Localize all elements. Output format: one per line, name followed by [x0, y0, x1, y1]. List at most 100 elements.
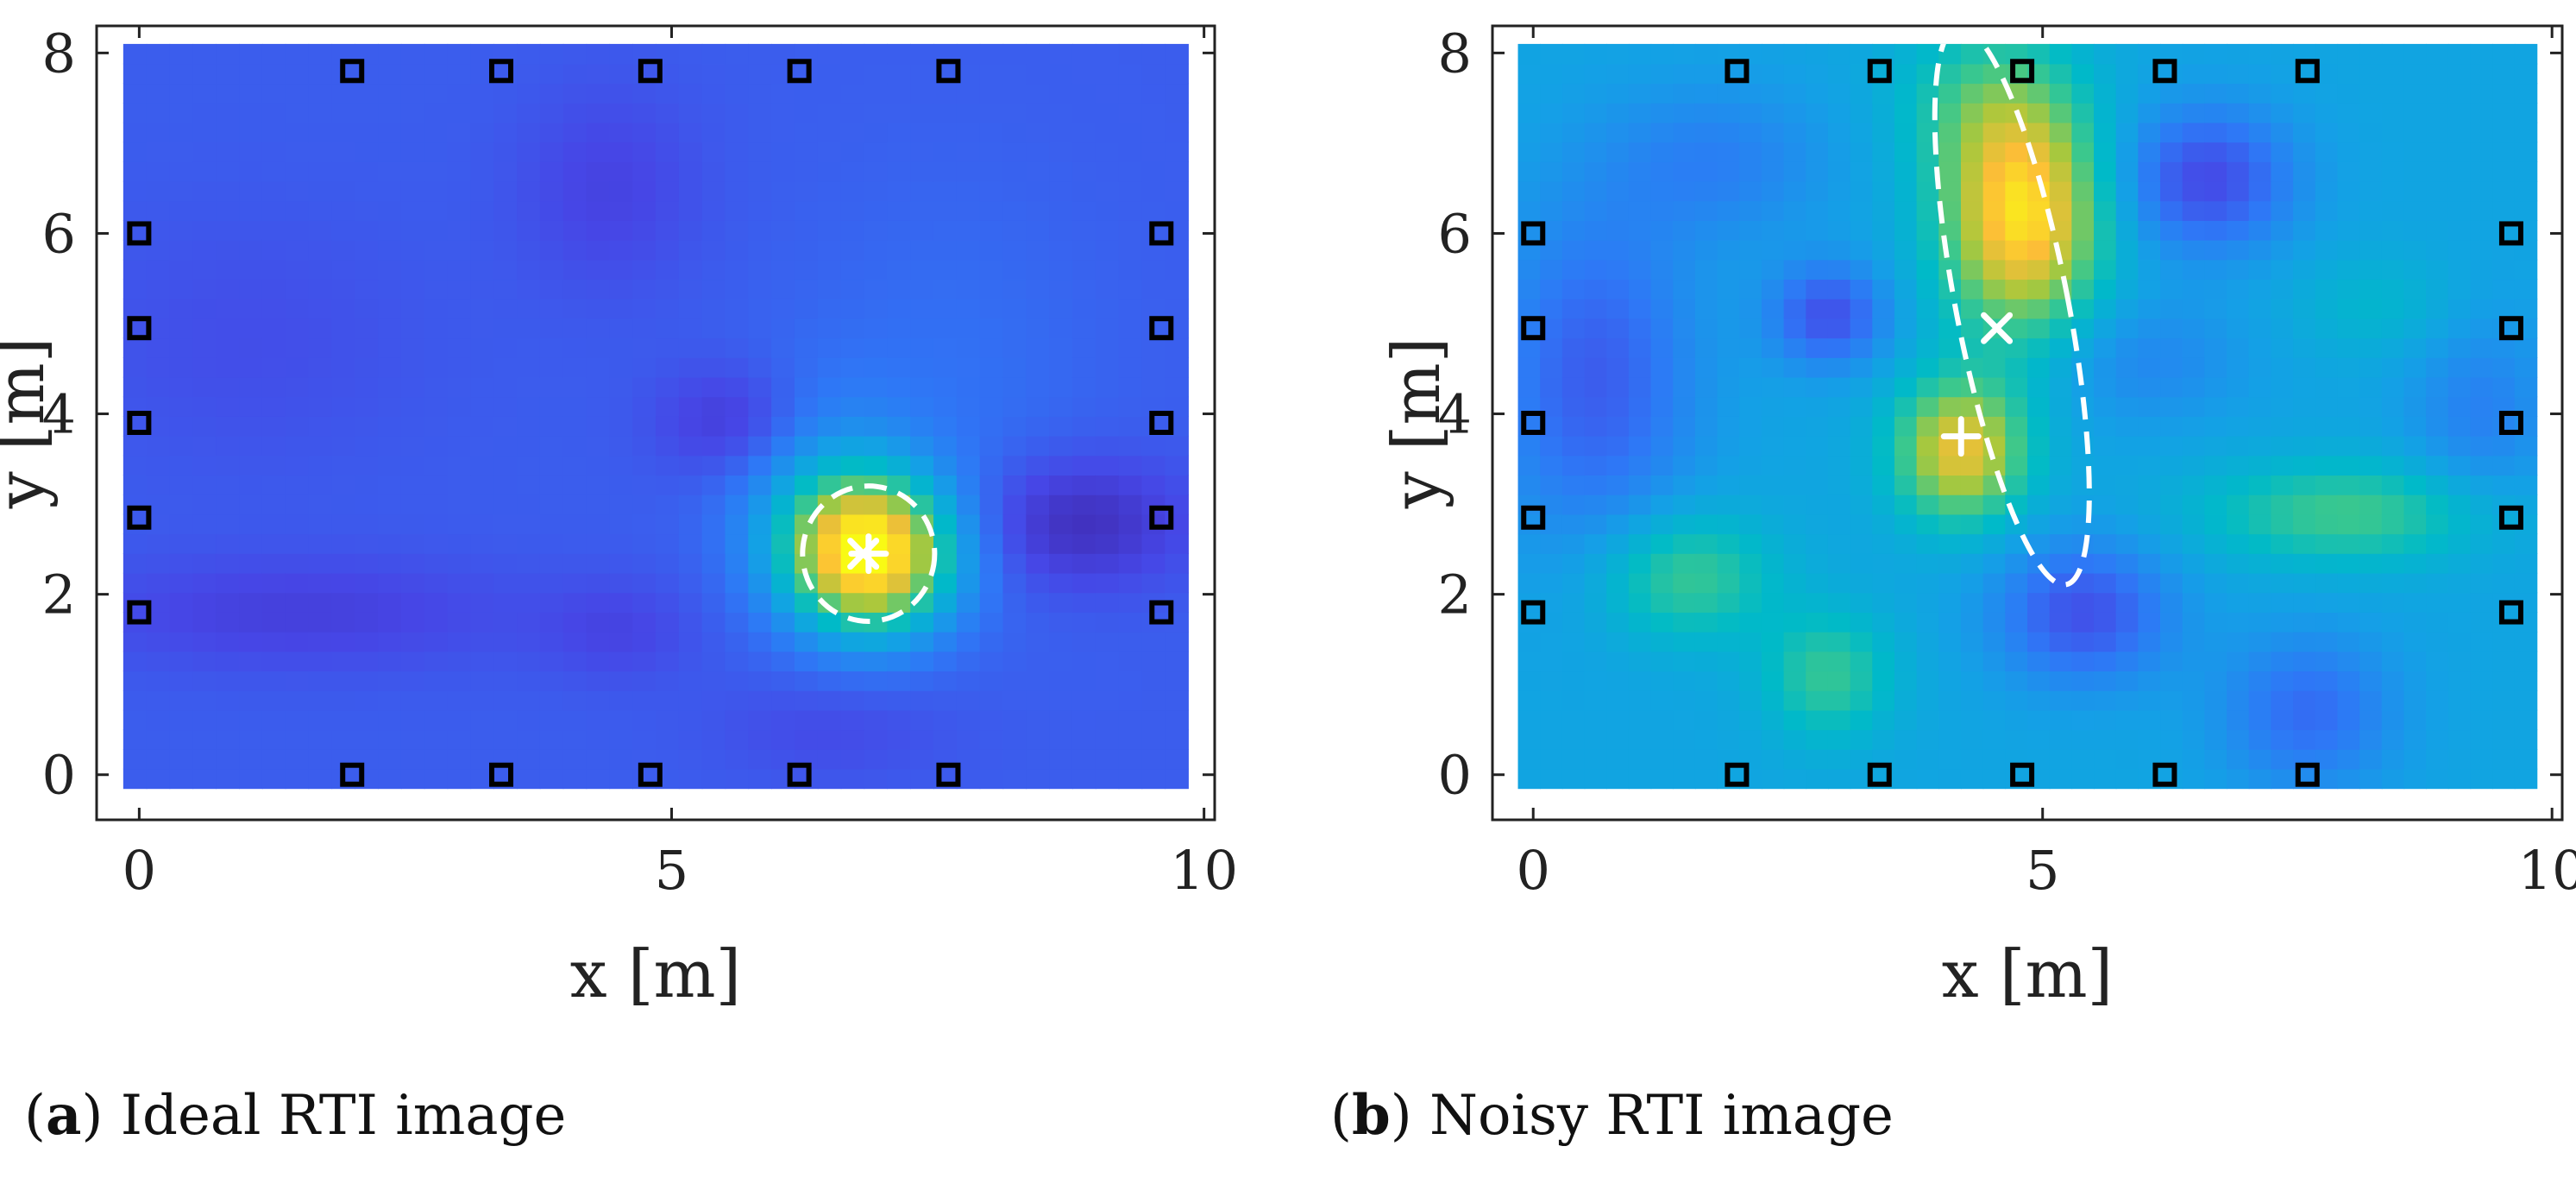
- heatmap-cell: [146, 220, 171, 241]
- heatmap-cell: [1540, 768, 1563, 790]
- heatmap-cell: [1650, 533, 1674, 554]
- heatmap-cell: [1673, 592, 1696, 613]
- heatmap-cell: [493, 103, 518, 123]
- heatmap-cell: [2426, 572, 2449, 594]
- heatmap-cell: [1049, 651, 1073, 672]
- heatmap-cell: [2271, 729, 2294, 750]
- heatmap-cell: [1165, 161, 1189, 182]
- heatmap-cell: [517, 494, 541, 515]
- heatmap-cell: [2271, 357, 2294, 378]
- heatmap-cell: [1002, 455, 1027, 476]
- true-marker-stroke: [1981, 312, 2014, 344]
- heatmap-cell: [308, 768, 333, 790]
- heatmap-cell: [1165, 180, 1189, 202]
- heatmap-cell: [1916, 709, 1940, 731]
- heatmap-cell: [2315, 142, 2339, 162]
- heatmap-cell: [632, 631, 657, 652]
- heatmap-cell: [840, 103, 865, 123]
- heatmap-cell: [2115, 416, 2139, 437]
- heatmap-cell: [261, 494, 286, 515]
- heatmap-cell: [701, 553, 726, 574]
- heatmap-cell: [2359, 651, 2383, 672]
- heatmap-cell: [2315, 435, 2339, 457]
- heatmap-cell: [123, 572, 148, 594]
- heatmap-cell: [1049, 749, 1073, 770]
- heatmap-cell: [586, 161, 611, 182]
- heatmap-cell: [517, 279, 541, 299]
- heatmap-cell: [2447, 729, 2472, 750]
- heatmap-cell: [1584, 259, 1608, 280]
- heatmap-cell: [2094, 337, 2117, 358]
- heatmap-cell: [2049, 200, 2073, 221]
- heatmap-cell: [146, 671, 171, 691]
- heatmap-cell: [2138, 200, 2161, 221]
- heatmap-cell: [2248, 63, 2272, 85]
- heatmap-cell: [956, 494, 981, 515]
- heatmap-cell: [1850, 592, 1874, 613]
- heatmap-cell: [216, 768, 240, 790]
- heatmap-cell: [1628, 298, 1652, 319]
- heatmap-cell: [2426, 631, 2449, 652]
- heatmap-cell: [2447, 180, 2472, 202]
- heatmap-cell: [2403, 592, 2427, 613]
- heatmap-cell: [2447, 161, 2472, 182]
- heatmap-cell: [146, 651, 171, 672]
- heatmap-cell: [2470, 690, 2493, 711]
- heatmap-cell: [2071, 376, 2095, 398]
- sensor-markers-b: [1521, 59, 2523, 787]
- heatmap-cell: [1026, 43, 1050, 65]
- heatmap-cell: [261, 768, 286, 790]
- heatmap-cell: [2071, 122, 2095, 143]
- heatmap-cell: [1916, 651, 1940, 672]
- heatmap-cell: [1584, 416, 1608, 437]
- heatmap-cell: [285, 298, 310, 319]
- heatmap-cell: [493, 709, 518, 731]
- heatmap-cell: [2049, 337, 2073, 358]
- heatmap-cell: [1118, 161, 1143, 182]
- heatmap-cell: [1894, 494, 1918, 515]
- heatmap-cell: [1165, 142, 1189, 162]
- heatmap-cell: [261, 553, 286, 574]
- heatmap-cell: [1584, 318, 1608, 339]
- heatmap-cell: [424, 494, 449, 515]
- heatmap-cell: [2359, 671, 2383, 691]
- heatmap-cell: [1916, 455, 1940, 476]
- heatmap-cell: [493, 161, 518, 182]
- heatmap-cell: [539, 494, 564, 515]
- heatmap-cell: [2138, 220, 2161, 241]
- heatmap-cell: [1049, 513, 1073, 535]
- heatmap-cell: [910, 43, 934, 65]
- heatmap-cell: [1673, 161, 1696, 182]
- sensor-node: [1149, 221, 1174, 246]
- heatmap-cell: [2470, 416, 2493, 437]
- heatmap-cell: [1761, 612, 1785, 633]
- heatmap-cell: [1561, 83, 1586, 104]
- heatmap-cell: [1095, 103, 1120, 123]
- heatmap-cell: [2182, 103, 2206, 123]
- heatmap-cell: [2293, 180, 2316, 202]
- heatmap-cell: [424, 592, 449, 613]
- heatmap-cell: [1540, 318, 1563, 339]
- heatmap-cell: [493, 690, 518, 711]
- heatmap-cell: [887, 103, 911, 123]
- heatmap-cell: [1872, 376, 1895, 398]
- heatmap-cell: [1650, 612, 1674, 633]
- heatmap-cell: [261, 279, 286, 299]
- heatmap-cell: [517, 533, 541, 554]
- heatmap-cell: [1650, 376, 1674, 398]
- heatmap-cell: [239, 180, 263, 202]
- heatmap-cell: [1827, 357, 1851, 378]
- heatmap-cell: [2027, 494, 2051, 515]
- heatmap-cell: [1517, 729, 1541, 750]
- heatmap-cell: [424, 161, 449, 182]
- heatmap-cell: [1894, 220, 1918, 241]
- heatmap-cell: [656, 513, 680, 535]
- heatmap-cell: [864, 43, 889, 65]
- heatmap-cell: [1071, 533, 1096, 554]
- heatmap-cell: [2071, 631, 2095, 652]
- heatmap-cell: [1806, 435, 1829, 457]
- heatmap-cell: [2492, 298, 2516, 319]
- heatmap-cell: [632, 671, 657, 691]
- heatmap-cell: [2115, 435, 2139, 457]
